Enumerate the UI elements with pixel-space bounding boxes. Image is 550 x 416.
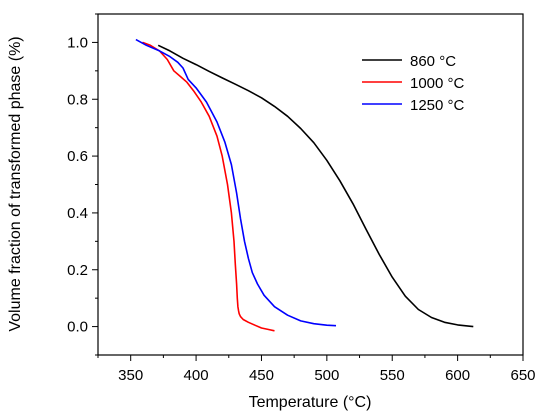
legend: 860 °C 1000 °C 1250 °C — [362, 53, 465, 114]
y-tick-label: 0.0 — [67, 319, 88, 336]
x-axis-label: Temperature (°C) — [249, 394, 372, 411]
y-tick-label: 1.0 — [67, 34, 88, 51]
x-tick-label: 400 — [184, 367, 209, 384]
series-line-2 — [135, 38, 337, 327]
y-tick-label: 0.2 — [67, 262, 88, 279]
x-tick-label: 650 — [510, 367, 535, 384]
y-tick-label: 0.8 — [67, 91, 88, 108]
legend-label-1250: 1250 °C — [410, 97, 465, 114]
series-line-0 — [157, 44, 474, 328]
x-tick-label: 350 — [118, 367, 143, 384]
x-tick-label: 550 — [380, 367, 405, 384]
y-tick-label: 0.4 — [67, 205, 88, 222]
axis-ticks — [92, 13, 524, 361]
axis-tick-labels: 350 400 450 500 550 600 650 0.0 0.2 0.4 0.6 0.8 1.0 — [67, 34, 535, 384]
x-tick-label: 450 — [249, 367, 274, 384]
plot-frame — [97, 13, 524, 356]
x-tick-label: 500 — [314, 367, 339, 384]
y-tick-label: 0.6 — [67, 148, 88, 165]
legend-label-1000: 1000 °C — [410, 75, 465, 92]
x-tick-label: 600 — [445, 367, 470, 384]
series-lines — [135, 38, 474, 332]
series-line-1 — [142, 41, 275, 332]
legend-label-860: 860 °C — [410, 53, 456, 70]
y-axis-label: Volume fraction of transformed phase (%) — [7, 36, 24, 331]
